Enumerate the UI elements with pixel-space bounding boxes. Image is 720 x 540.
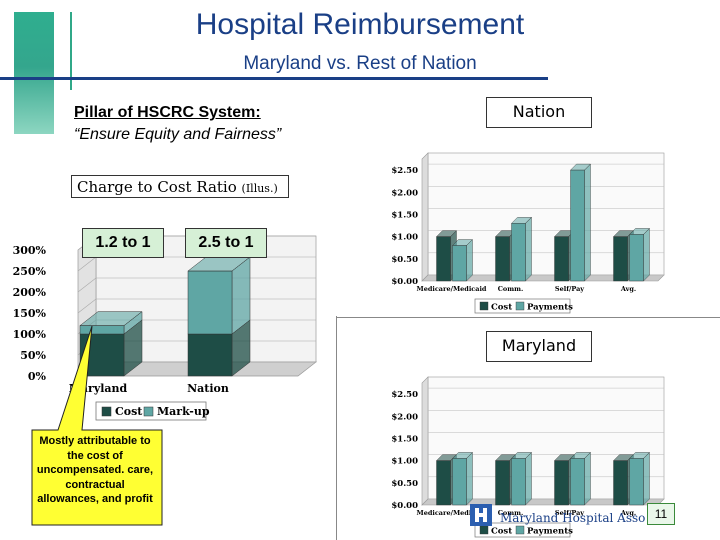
- legend-swatch: [515, 525, 525, 535]
- x-tick-label: Medicare/Medicaid: [417, 509, 487, 517]
- bar-cost-1: [187, 333, 233, 377]
- y-tick-label: $2.50: [391, 390, 418, 400]
- y-tick-label: 100%: [13, 328, 47, 341]
- y-tick-label: $1.50: [391, 434, 418, 444]
- plot-side-wall: [421, 376, 429, 506]
- decorative-accent-line: [70, 12, 72, 90]
- legend-label: Cost: [491, 527, 512, 537]
- horizontal-divider: [336, 317, 720, 318]
- x-tick-label: Self/Pay: [555, 285, 584, 293]
- maryland-chart: $0.00 $0.50 $1.00 $1.50 $2.00 $2.50 Medicare/M…: [391, 376, 665, 538]
- callout-text: Mostly attributable to the cost of uncom…: [36, 435, 154, 505]
- bar-cost-0: [436, 236, 451, 282]
- legend-label: Mark-up: [157, 405, 210, 418]
- x-tick-label: Avg.: [620, 285, 636, 293]
- bar-cost-0: [436, 460, 451, 506]
- pillar-heading: Pillar of HSCRC System:: [74, 104, 261, 121]
- page-number: 11: [647, 503, 675, 525]
- y-tick-label: 50%: [20, 349, 46, 362]
- bar-payments-1: [511, 458, 526, 506]
- y-tick-label: 250%: [13, 265, 47, 278]
- bar-payments-0: [452, 245, 467, 282]
- bar-payments-3: [629, 458, 644, 506]
- y-tick-label: $2.00: [391, 188, 418, 198]
- equity-quote: “Ensure Equity and Fairness”: [74, 126, 282, 143]
- bar-cost-1: [495, 460, 510, 506]
- legend-swatch: [515, 301, 525, 311]
- bar-side-payments-0: [466, 239, 473, 282]
- legend-label: Payments: [527, 527, 573, 537]
- legend-swatch: [143, 406, 154, 417]
- y-tick-label: 150%: [13, 307, 47, 320]
- x-tick-label: Medicare/Medicaid: [417, 285, 487, 293]
- y-tick-label: 200%: [13, 286, 47, 299]
- vertical-divider: [336, 316, 337, 540]
- plot-side-wall: [421, 152, 429, 282]
- bar-side-payments-3: [643, 227, 650, 282]
- callout-bubble: [31, 325, 163, 526]
- legend-label: Payments: [527, 303, 573, 313]
- y-tick-label: 300%: [13, 244, 47, 257]
- y-tick-label: $0.50: [391, 479, 418, 489]
- bar-side-payments-1: [525, 451, 532, 506]
- bar-cost-2: [554, 236, 569, 282]
- bar-cost-3: [613, 460, 628, 506]
- bar-payments-2: [570, 169, 585, 282]
- bar-payments-0: [452, 458, 467, 506]
- x-tick-label: Self/Pay: [555, 509, 584, 517]
- bar-side-payments-1: [525, 216, 532, 282]
- x-tick-label: Avg.: [620, 509, 636, 517]
- y-tick-label: $1.00: [391, 233, 418, 243]
- legend-label: Cost: [491, 303, 512, 313]
- bar-side-payments-3: [643, 451, 650, 506]
- bar-top-0: [79, 311, 143, 326]
- y-tick-label: 0%: [28, 370, 47, 383]
- slide-subtitle: Maryland vs. Rest of Nation: [243, 53, 477, 74]
- x-tick-label: Comm.: [498, 285, 524, 293]
- bar-cost-1: [495, 236, 510, 282]
- x-tick-label: Comm.: [498, 509, 524, 517]
- grid-line-side: [77, 256, 97, 272]
- y-tick-label: $2.50: [391, 166, 418, 176]
- title-rule: [0, 77, 548, 80]
- bar-cost-3: [613, 236, 628, 282]
- mha-logo: Maryland Hospital Association: [470, 504, 645, 526]
- y-tick-label: $0.00: [391, 277, 418, 287]
- bar-payments-2: [570, 458, 585, 506]
- nation-box: Nation: [486, 97, 592, 128]
- bar-payments-1: [511, 223, 526, 282]
- nation-chart: $0.00 $0.50 $1.00 $1.50 $2.00 $2.50 Medicare/M…: [391, 152, 665, 314]
- legend-swatch: [101, 406, 112, 417]
- callout-shape: [31, 325, 163, 526]
- bar-mark-up-1: [187, 270, 233, 335]
- grid-line-side: [77, 298, 97, 314]
- legend-label: Cost: [115, 405, 143, 418]
- ratio-label: Charge to Cost Ratio: [77, 178, 237, 196]
- left-chart: 0%50%100%150%200%250%300%Maryland NationC…: [13, 235, 318, 421]
- y-tick-label: $1.50: [391, 210, 418, 220]
- grid-line-side: [77, 277, 97, 293]
- y-tick-label: $2.00: [391, 412, 418, 422]
- nation-ratio-box: 2.5 to 1: [185, 228, 267, 258]
- svg-text:Maryland Hospital Association: Maryland Hospital Association: [500, 511, 645, 525]
- bar-payments-3: [629, 234, 644, 282]
- maryland-ratio-box: 1.2 to 1: [82, 228, 164, 258]
- y-tick-label: $0.00: [391, 501, 418, 511]
- x-tick-label: Nation: [187, 382, 229, 395]
- y-tick-label: $0.50: [391, 255, 418, 265]
- decorative-accent-bar: [14, 12, 54, 134]
- bar-side-payments-2: [584, 451, 591, 506]
- ratio-illus: (Illus.): [241, 182, 278, 195]
- bar-side-payments-2: [584, 163, 591, 282]
- slide-title: Hospital Reimbursement: [195, 8, 525, 41]
- bar-cost-2: [554, 460, 569, 506]
- maryland-box: Maryland: [486, 331, 592, 362]
- y-tick-label: $1.00: [391, 457, 418, 467]
- legend-swatch: [479, 301, 489, 311]
- ratio-label-box: Charge to Cost Ratio (Illus.): [71, 175, 289, 198]
- bar-side-payments-0: [466, 451, 473, 506]
